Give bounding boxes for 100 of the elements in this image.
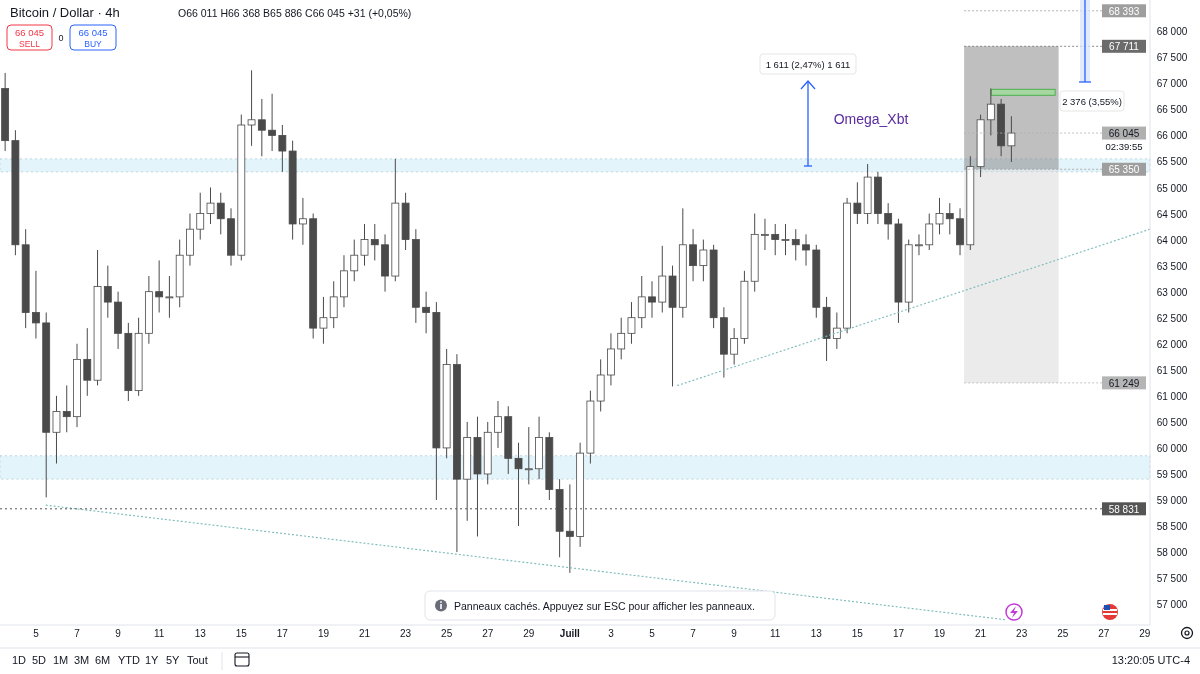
x-tick-label: 11	[770, 628, 781, 639]
text: 3M	[74, 654, 90, 666]
candlestick	[257, 98, 266, 157]
candlestick	[791, 228, 800, 261]
x-tick-label: 5	[649, 628, 656, 639]
y-tick-label: 59 000	[1156, 495, 1188, 506]
candlestick	[494, 400, 502, 449]
ref-line-label: 61 249	[1108, 377, 1140, 389]
candlestick	[802, 233, 810, 267]
y-tick-label: 65 000	[1156, 182, 1188, 194]
x-tick-label: 7	[74, 628, 81, 639]
y-tick-label: 66 000	[1156, 130, 1188, 142]
annotation: 1 611 (2,47%) 1 611	[765, 59, 851, 70]
annotation: BUY	[84, 39, 103, 49]
ref-line-label: 68 393	[1108, 5, 1140, 17]
x-tick-label: 13	[194, 628, 207, 639]
annotation: SELL	[19, 39, 41, 49]
ref-line-label: 67 711	[1109, 41, 1140, 53]
y-tick-label: 60 000	[1156, 442, 1188, 454]
candlestick	[329, 280, 338, 329]
candlestick	[350, 239, 359, 282]
x-tick-label: 23	[400, 628, 412, 639]
x-tick-label: 23	[1016, 628, 1028, 639]
text: 5Y	[166, 654, 181, 666]
candlestick	[986, 88, 995, 136]
candlestick	[299, 197, 307, 246]
y-tick-label: 59 500	[1156, 468, 1188, 480]
text: 5D	[32, 654, 47, 666]
annotation: 0	[58, 33, 64, 43]
ref-line-label: 58 831	[1108, 503, 1140, 515]
y-tick-label: 61 500	[1156, 364, 1188, 376]
x-tick-label: 25	[1057, 628, 1069, 639]
notice-popup: Panneaux cachés. Appuyez sur ESC pour afficher les panneaux.	[424, 590, 776, 621]
candlestick	[216, 192, 225, 235]
y-tick-label: 66 500	[1156, 104, 1188, 116]
candlestick	[370, 223, 379, 261]
candlestick	[935, 197, 944, 235]
candlestick	[422, 291, 431, 334]
candlestick	[360, 223, 369, 267]
text: 13:20:05 UTC-4	[1111, 654, 1190, 666]
candlestick	[699, 239, 708, 282]
x-tick-label: 25	[441, 628, 453, 639]
x-tick-label: 17	[892, 628, 905, 639]
ref-line-label: 66 045	[1108, 128, 1140, 140]
y-tick-label: 67 000	[1156, 78, 1188, 90]
x-tick-label: 15	[235, 628, 248, 639]
x-tick-label: 19	[317, 628, 330, 639]
y-tick-label: 58 000	[1156, 547, 1188, 559]
candlestick	[781, 223, 790, 256]
candlestick	[268, 93, 276, 152]
y-tick-label: 62 500	[1156, 312, 1188, 324]
candlestick	[165, 275, 174, 319]
x-tick-label: 7	[690, 628, 697, 639]
annotation: 66 045	[14, 27, 45, 38]
x-tick-label: 9	[115, 628, 122, 639]
x-tick-label: 29	[523, 628, 535, 639]
candlestick	[103, 265, 112, 319]
annotation: Omega_Xbt	[833, 111, 909, 127]
y-tick-label: 65 500	[1156, 156, 1188, 168]
annotation: Panneaux cachés. Appuyez sur ESC pour afficher les panneaux.	[454, 599, 755, 612]
text: 6M	[95, 654, 111, 666]
text: 1Y	[145, 654, 160, 666]
candlestick	[617, 317, 626, 360]
x-tick-label: Juill	[559, 628, 581, 639]
text: YTD	[118, 654, 141, 666]
text: 1M	[53, 654, 69, 666]
x-tick-label: 3	[608, 628, 615, 639]
candlestick	[637, 275, 646, 329]
y-tick-label: 63 000	[1156, 286, 1188, 298]
chart-title: Bitcoin / Dollar · 4h	[10, 5, 120, 20]
text: 1D	[12, 654, 27, 666]
candlestick	[915, 233, 923, 256]
candlestick	[771, 223, 780, 256]
candlestick	[52, 395, 61, 465]
candlestick	[206, 187, 215, 225]
candlestick	[247, 69, 256, 147]
y-tick-label: 60 500	[1156, 416, 1188, 428]
y-tick-label: 58 500	[1156, 521, 1188, 533]
candlestick	[319, 296, 328, 345]
annotation: 2 376 (3,55%)	[1062, 96, 1122, 107]
y-tick-label: 64 500	[1156, 208, 1188, 220]
candlestick	[155, 259, 164, 313]
y-tick-label: 68 000	[1156, 26, 1188, 38]
x-tick-label: 13	[810, 628, 823, 639]
y-tick-label: 63 500	[1156, 260, 1188, 272]
y-tick-label: 67 500	[1156, 52, 1188, 64]
ref-line-label: 65 350	[1108, 164, 1140, 176]
y-tick-label: 61 000	[1156, 390, 1188, 402]
x-tick-label: 21	[975, 628, 987, 639]
candlestick	[524, 426, 533, 485]
candlestick	[730, 327, 739, 366]
candlestick	[627, 301, 636, 345]
y-tick-label: 62 000	[1156, 338, 1188, 350]
x-tick-label: 9	[731, 628, 738, 639]
candlestick	[832, 312, 841, 350]
x-tick-label: 11	[153, 628, 165, 639]
candlestick	[196, 192, 205, 241]
annotation: 02:39:55	[1105, 141, 1143, 153]
candlestick	[1007, 115, 1016, 163]
candlestick	[648, 280, 656, 319]
